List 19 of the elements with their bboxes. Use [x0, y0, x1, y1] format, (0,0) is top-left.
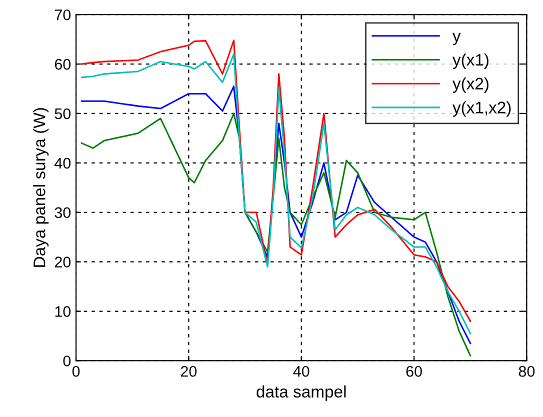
y-tick-label: 50 — [54, 108, 71, 120]
x-tick-label: 20 — [180, 366, 197, 377]
x-axis-title: data sampel — [256, 385, 346, 401]
y-tick-label: 20 — [54, 256, 71, 268]
y-axis-title: Daya panel surya (W) — [33, 108, 49, 267]
legend-label: y(x1) — [452, 53, 488, 69]
x-tick-label: 40 — [293, 366, 310, 377]
legend-label: y(x2) — [452, 77, 488, 93]
y-tick-label: 40 — [54, 158, 71, 169]
y-tick-label: 70 — [54, 9, 71, 20]
y-tick-label: 0 — [63, 356, 71, 366]
legend-label: y — [452, 32, 461, 46]
x-tick-label: 80 — [518, 366, 535, 377]
x-tick-label: 0 — [72, 366, 80, 377]
y-tick-label: 10 — [55, 306, 71, 317]
legend-label: y(x1,x2) — [452, 101, 511, 117]
x-tick-label: 60 — [406, 366, 422, 377]
y-tick-label: 30 — [54, 207, 71, 218]
y-tick-label: 60 — [54, 58, 71, 70]
